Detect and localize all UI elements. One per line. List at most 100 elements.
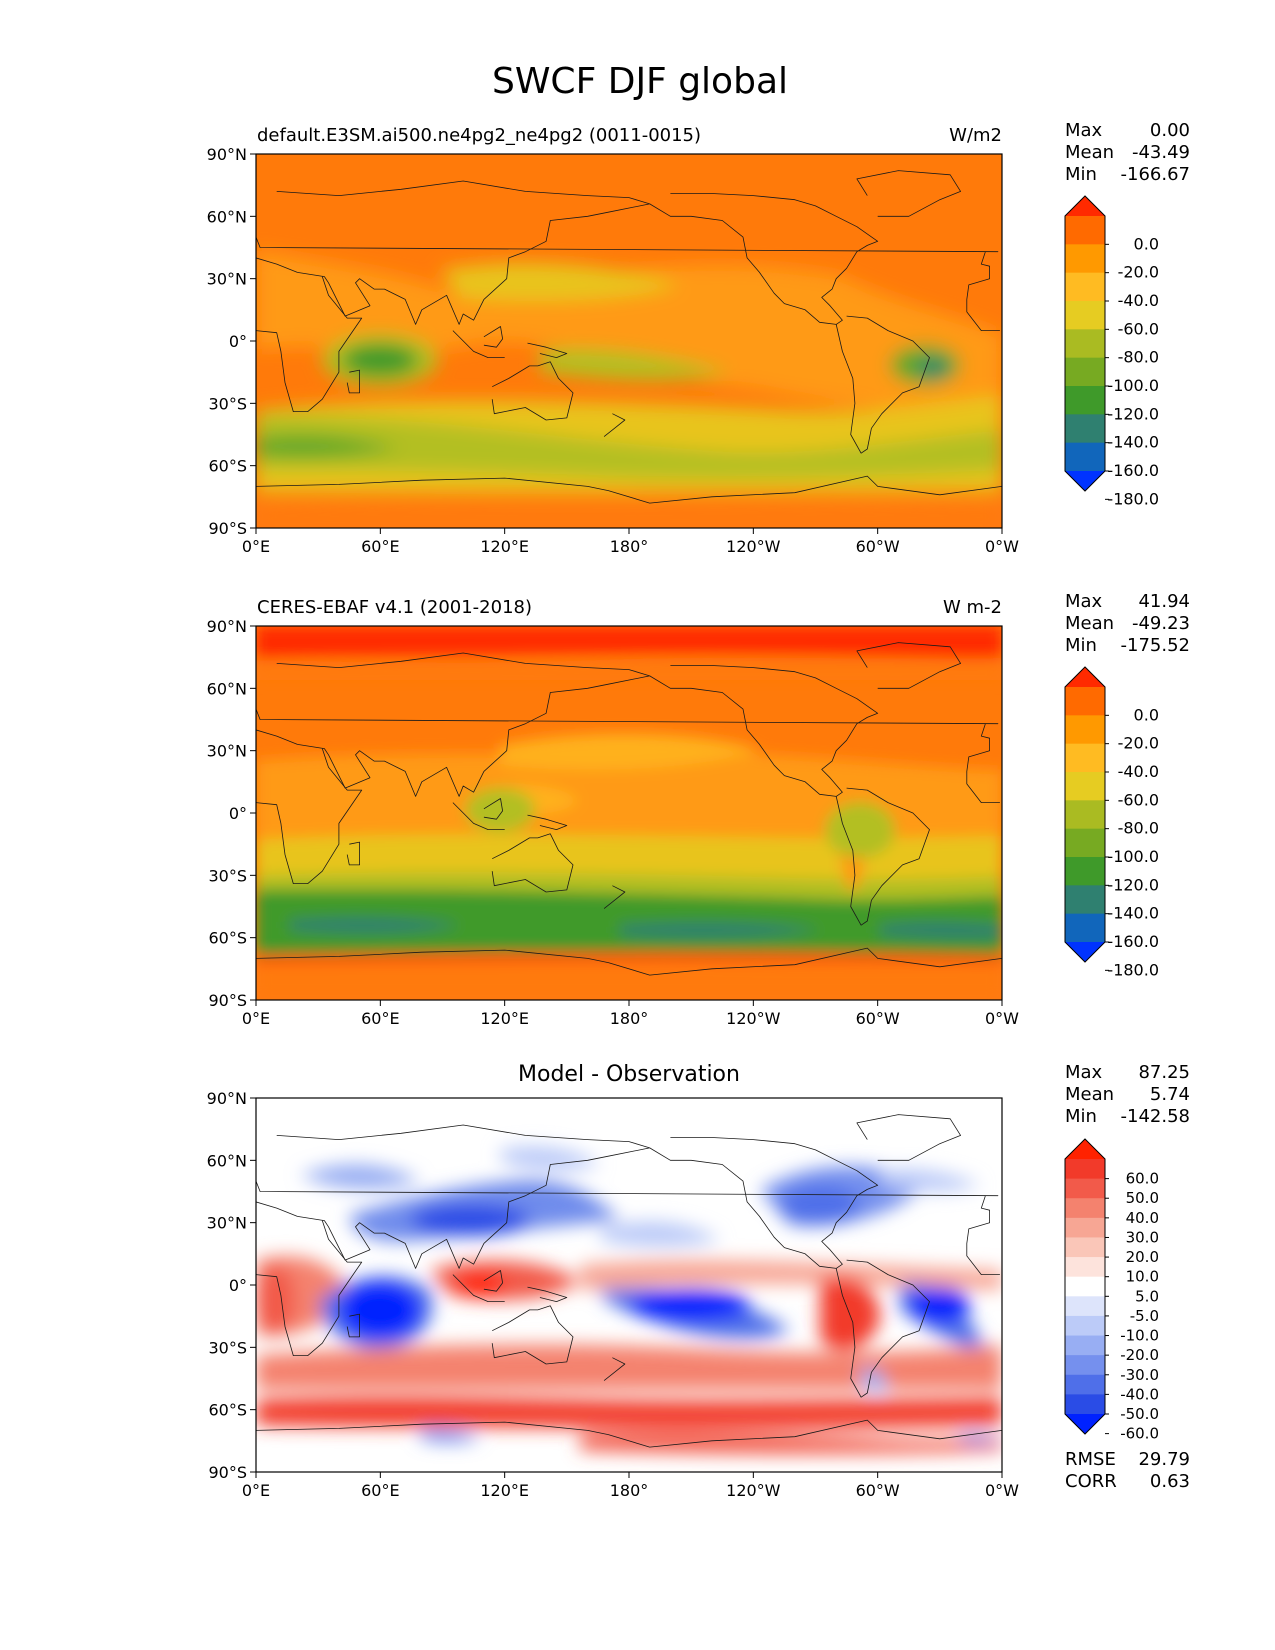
lon-tick-label: 60°W <box>856 1009 900 1028</box>
stat-label: Mean <box>1065 613 1114 634</box>
colorbar-segment <box>1065 857 1105 886</box>
lon-tick-label: 60°W <box>856 1481 900 1500</box>
coastline <box>346 1313 360 1338</box>
colorbar-tick-label: 50.0 <box>1126 1189 1159 1207</box>
stat-value: -142.58 <box>1121 1106 1190 1127</box>
panel-diff-title: Model - Observation <box>518 1062 740 1087</box>
colorbar-tick-label: 40.0 <box>1126 1209 1159 1227</box>
colorbar-segment <box>1065 1178 1105 1199</box>
stat-label: CORR <box>1065 1471 1117 1492</box>
colorbar-tick-label: -60.0 <box>1118 319 1159 338</box>
panel-model-units: W/m2 <box>949 125 1002 146</box>
coastline <box>256 652 651 797</box>
colorbar-segment <box>1065 1217 1105 1238</box>
colorbar-tick-label: -160.0 <box>1107 461 1159 480</box>
coastline <box>256 236 1000 331</box>
lat-tick-label: 30°S <box>208 394 247 413</box>
coastline <box>256 276 363 412</box>
panel-diff-lon-axis: 0°E 60°E 120°E 180° 120°W 60°W 0°W <box>242 1472 1019 1500</box>
colorbar-tick-label: -30.0 <box>1120 1366 1159 1384</box>
colorbar-segment <box>1065 715 1105 745</box>
stat-label: Max <box>1065 591 1103 612</box>
panel-diff: Model - Observation <box>207 1062 1190 1500</box>
coastline <box>256 947 1002 976</box>
lon-tick-label: 120°E <box>480 537 529 556</box>
coastline <box>527 814 568 830</box>
colorbar-tick-label: -40.0 <box>1118 762 1159 781</box>
lon-tick-label: 60°E <box>361 537 399 556</box>
colorbar-tick-label: 10.0 <box>1126 1268 1159 1286</box>
lat-tick-label: 60°N <box>207 679 247 698</box>
lon-tick-label: 180° <box>610 1481 649 1500</box>
panel-diff-stats: Max 87.25 Mean 5.74 Min -142.58 <box>1065 1062 1190 1127</box>
panel-obs-left-title: CERES-EBAF v4.1 (2001-2018) <box>257 597 532 618</box>
lat-tick-label: 30°S <box>208 1338 247 1357</box>
stat-value: -175.52 <box>1121 635 1190 656</box>
colorbar-segment <box>1065 442 1105 472</box>
lat-tick-label: 30°N <box>207 742 247 761</box>
panel-model-stats: Max 0.00 Mean -43.49 Min -166.67 <box>1065 120 1190 185</box>
colorbar-segment <box>1065 1374 1105 1395</box>
panel-model: default.E3SM.ai500.ne4pg2_ne4pg2 (0011-0… <box>207 120 1190 556</box>
colorbar-tick-label: -40.0 <box>1120 1385 1159 1403</box>
panel-model-field <box>256 154 1002 528</box>
stat-label: Max <box>1065 1062 1103 1083</box>
stat-label: Max <box>1065 120 1103 141</box>
colorbar-extend-max <box>1065 196 1105 216</box>
colorbar-segment <box>1065 244 1105 274</box>
colorbar-tick-label: 20.0 <box>1126 1248 1159 1266</box>
lat-tick-label: 90°S <box>208 991 247 1010</box>
colorbar-tick-label: -20.0 <box>1118 734 1159 753</box>
stat-label: Min <box>1065 635 1097 656</box>
colorbar-tick-label: -5.0 <box>1130 1307 1159 1325</box>
colorbar-extend-min <box>1065 471 1105 491</box>
colorbar-tick-label: -10.0 <box>1120 1327 1159 1345</box>
lat-tick-label: 60°N <box>207 207 247 226</box>
colorbar-segment <box>1065 1355 1105 1376</box>
coastline <box>256 1124 651 1269</box>
panel-model-coastlines <box>256 170 1002 504</box>
panel-model-left-title: default.E3SM.ai500.ne4pg2_ne4pg2 (0011-0… <box>257 125 701 146</box>
colorbar-tick-label: -160.0 <box>1107 932 1159 951</box>
lat-tick-label: 90°N <box>207 145 247 164</box>
colorbar-segment <box>1065 772 1105 801</box>
coastline <box>527 1286 568 1302</box>
stat-value: 29.79 <box>1138 1449 1190 1470</box>
coastline <box>256 1419 1002 1448</box>
colorbar-segment <box>1065 1335 1105 1356</box>
lat-tick-label: 60°S <box>208 457 247 476</box>
lon-tick-label: 60°W <box>856 537 900 556</box>
colorbar-tick-label: -100.0 <box>1107 376 1159 395</box>
stat-value: 0.63 <box>1150 1471 1190 1492</box>
panel-model-lat-axis: 90°N 60°N 30°N 0° 30°S 60°S 90°S <box>207 145 256 538</box>
figure-title: SWCF DJF global <box>492 61 788 102</box>
panel-obs: CERES-EBAF v4.1 (2001-2018) W m-2 <box>207 591 1190 1028</box>
lat-tick-label: 60°S <box>208 1401 247 1420</box>
panel-obs-colorbar: 0.0 -20.0 -40.0 -60.0 -80.0 -100.0 -120.0 -140.… <box>1064 666 1159 979</box>
lon-tick-label: 0°E <box>242 1009 270 1028</box>
lat-tick-label: 30°N <box>207 270 247 289</box>
coastline <box>256 475 1002 504</box>
colorbar-segment <box>1065 1237 1105 1258</box>
coastline <box>835 787 930 926</box>
colorbar-tick-label: 0.0 <box>1134 234 1159 253</box>
lon-tick-label: 180° <box>610 1009 649 1028</box>
coastline <box>649 665 879 797</box>
stat-label: Min <box>1065 164 1097 185</box>
coastline <box>346 841 360 866</box>
lat-tick-label: 0° <box>229 804 247 823</box>
colorbar-tick-label: -180.0 <box>1107 960 1159 979</box>
panel-obs-units: W m-2 <box>943 597 1002 618</box>
panel-diff-coastlines <box>256 1114 1002 1448</box>
coastline <box>346 369 360 394</box>
colorbar-segment <box>1065 357 1105 387</box>
coastline <box>856 1114 961 1161</box>
colorbar-tick-label: -40.0 <box>1118 291 1159 310</box>
panel-diff-extra-stats: RMSE 29.79 CORR 0.63 <box>1065 1449 1190 1492</box>
coastline <box>256 1180 1000 1275</box>
colorbar-segment <box>1065 329 1105 359</box>
lon-tick-label: 60°E <box>361 1481 399 1500</box>
colorbar-segment <box>1065 216 1105 245</box>
panel-obs-lat-axis: 90°N 60°N 30°N 0° 30°S 60°S 90°S <box>207 617 256 1010</box>
colorbar-segment <box>1065 1394 1105 1415</box>
